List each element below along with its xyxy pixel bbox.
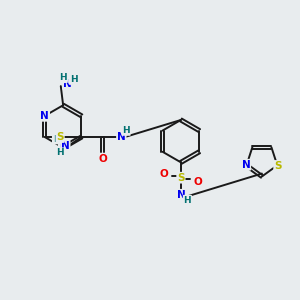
Text: N: N bbox=[63, 79, 72, 89]
Text: H: H bbox=[184, 196, 191, 205]
Text: O: O bbox=[193, 176, 202, 187]
Text: S: S bbox=[56, 132, 64, 142]
Text: N: N bbox=[40, 111, 49, 121]
Text: N: N bbox=[176, 190, 185, 200]
Text: O: O bbox=[160, 169, 169, 179]
Text: H: H bbox=[53, 135, 60, 144]
Text: S: S bbox=[177, 173, 185, 183]
Text: H: H bbox=[59, 74, 67, 82]
Text: O: O bbox=[98, 154, 107, 164]
Text: N: N bbox=[61, 141, 70, 151]
Text: N: N bbox=[117, 132, 126, 142]
Text: H: H bbox=[122, 126, 130, 135]
Text: H: H bbox=[70, 75, 77, 84]
Text: S: S bbox=[274, 161, 282, 171]
Text: H: H bbox=[56, 148, 64, 157]
Text: N: N bbox=[242, 160, 250, 170]
Text: N: N bbox=[59, 142, 68, 153]
